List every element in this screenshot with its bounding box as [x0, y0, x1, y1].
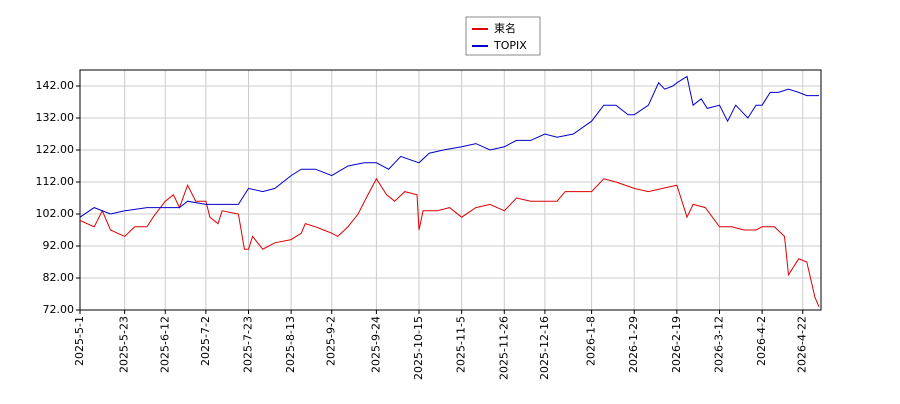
x-tick-label: 2025-7-2 [199, 316, 212, 366]
x-tick-label: 2025-9-2 [325, 316, 338, 366]
y-tick-label: 132.00 [36, 111, 75, 124]
x-tick-label: 2025-5-1 [73, 316, 86, 366]
x-tick-label: 2025-9-24 [369, 316, 382, 373]
x-tick-label: 2025-6-12 [158, 316, 171, 373]
legend-label: TOPIX [493, 39, 527, 52]
legend-label: 東名 [494, 21, 516, 35]
x-tick-label: 2025-11-5 [455, 316, 468, 373]
x-tick-label: 2026-2-19 [670, 316, 683, 373]
y-tick-label: 112.00 [36, 175, 75, 188]
y-tick-label: 92.00 [43, 239, 75, 252]
legend-box [465, 16, 541, 56]
y-tick-label: 82.00 [43, 271, 75, 284]
x-tick-label: 2026-4-2 [755, 316, 768, 366]
x-tick-label: 2025-5-23 [118, 316, 131, 373]
x-tick-label: 2026-3-12 [712, 316, 725, 373]
x-tick-label: 2025-11-26 [497, 316, 510, 380]
plot-frame [79, 69, 822, 311]
x-tick-label: 2025-7-23 [242, 316, 255, 373]
y-tick-label: 122.00 [36, 143, 75, 156]
y-tick-label: 72.00 [43, 303, 75, 316]
x-tick-label: 2025-10-15 [412, 316, 425, 380]
x-tick-label: 2026-1-8 [585, 316, 598, 366]
y-tick-label: 102.00 [36, 207, 75, 220]
x-tick-label: 2025-12-16 [538, 316, 551, 380]
x-tick-label: 2026-4-22 [796, 316, 809, 373]
x-tick-label: 2025-8-13 [284, 316, 297, 373]
y-tick-label: 142.00 [36, 79, 75, 92]
x-tick-label: 2026-1-29 [627, 316, 640, 373]
series-line [79, 75, 819, 218]
series-line [79, 177, 820, 307]
